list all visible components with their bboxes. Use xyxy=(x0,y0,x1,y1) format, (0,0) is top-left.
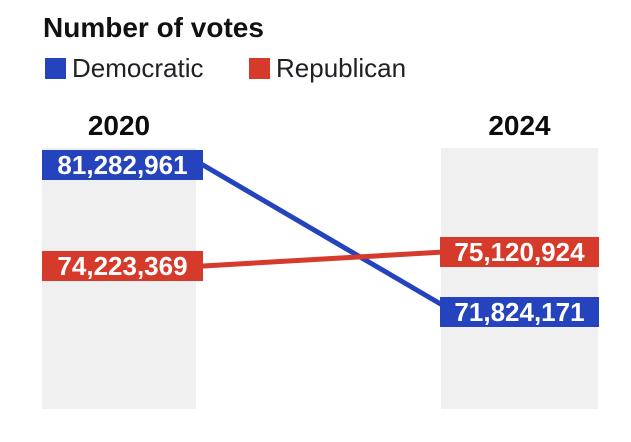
legend-item-democratic: Democratic xyxy=(45,53,203,83)
legend-label-democratic: Democratic xyxy=(72,52,204,83)
value-label-republican-2024: 75,120,924 xyxy=(440,237,599,267)
value-label-democratic-2024: 71,824,171 xyxy=(440,297,599,327)
value-label-republican-2020: 74,223,369 xyxy=(42,251,203,281)
democratic-color-swatch-icon xyxy=(45,57,66,79)
legend-label-republican: Republican xyxy=(276,52,407,83)
column-background-2024 xyxy=(441,148,598,409)
value-label-democratic-2020: 81,282,961 xyxy=(42,150,203,180)
column-header-2020: 2020 xyxy=(87,110,151,141)
republican-slope-line xyxy=(200,249,447,269)
column-header-2024: 2024 xyxy=(488,110,551,141)
democratic-slope-line xyxy=(200,162,447,309)
republican-color-swatch-icon xyxy=(249,57,270,79)
chart-title: Number of votes xyxy=(43,12,264,43)
legend-item-republican: Republican xyxy=(249,53,406,83)
